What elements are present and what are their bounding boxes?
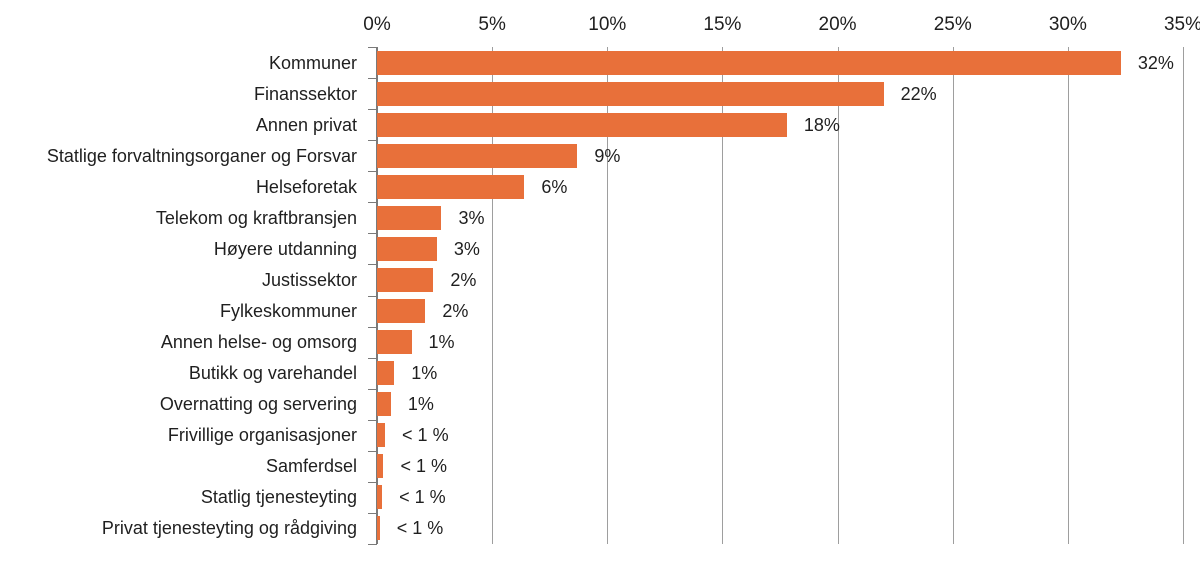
- value-label: < 1 %: [399, 487, 446, 508]
- bar: [377, 423, 386, 448]
- gridline: [1067, 47, 1069, 544]
- category-label: Overnatting og servering: [159, 394, 357, 415]
- gridline: [722, 47, 724, 544]
- value-label: 3%: [453, 238, 480, 259]
- y-axis-tick: [368, 296, 377, 297]
- value-label: 2%: [442, 301, 469, 322]
- category-label: Helseforetak: [255, 176, 357, 197]
- category-label: Fylkeskommuner: [219, 301, 357, 322]
- category-label: Telekom og kraftbransjen: [155, 207, 357, 228]
- bar: [377, 267, 434, 292]
- y-axis-tick: [368, 420, 377, 421]
- category-label: Privat tjenesteyting og rådgiving: [101, 518, 357, 539]
- category-label: Samferdsel: [265, 456, 357, 477]
- bar: [377, 485, 383, 510]
- x-axis-tick-label: 30%: [1048, 14, 1087, 35]
- gridline: [492, 47, 494, 544]
- bar: [377, 81, 884, 106]
- bar: [377, 330, 412, 355]
- y-axis-tick: [368, 389, 377, 390]
- gridline: [952, 47, 954, 544]
- value-label: < 1 %: [402, 425, 449, 446]
- value-label: 2%: [450, 269, 477, 290]
- y-axis-tick: [368, 358, 377, 359]
- value-label: 3%: [458, 207, 485, 228]
- value-label: 1%: [428, 332, 455, 353]
- category-label: Finanssektor: [253, 83, 357, 104]
- x-axis-tick-label: 0%: [363, 14, 391, 35]
- y-axis-tick: [368, 264, 377, 265]
- y-axis-tick: [368, 47, 377, 48]
- y-axis-tick: [368, 109, 377, 110]
- category-label: Annen helse- og omsorg: [160, 332, 357, 353]
- bar: [377, 516, 380, 541]
- value-label: 1%: [411, 363, 438, 384]
- y-axis-tick: [368, 202, 377, 203]
- value-label: < 1 %: [400, 456, 447, 477]
- bar: [377, 392, 391, 417]
- y-axis-tick: [368, 233, 377, 234]
- value-label: 1%: [407, 394, 434, 415]
- bar: [377, 50, 1121, 75]
- category-label: Kommuner: [268, 52, 357, 73]
- x-axis-tick-label: 35%: [1163, 14, 1200, 35]
- value-label: 6%: [541, 176, 568, 197]
- x-axis-tick-label: 5%: [478, 14, 506, 35]
- value-label: 22%: [900, 83, 937, 104]
- x-axis-tick-label: 15%: [703, 14, 742, 35]
- bar: [377, 174, 525, 199]
- value-label: 18%: [803, 114, 840, 135]
- category-label: Høyere utdanning: [213, 238, 357, 259]
- y-axis-tick: [368, 513, 377, 514]
- y-axis-tick: [368, 327, 377, 328]
- x-axis-tick-label: 20%: [818, 14, 857, 35]
- y-axis-tick: [368, 171, 377, 172]
- category-label: Statlig tjenesteyting: [200, 487, 357, 508]
- y-axis-line: [376, 47, 378, 544]
- category-label: Justissektor: [261, 269, 357, 290]
- category-label: Annen privat: [255, 114, 357, 135]
- value-label: 32%: [1137, 52, 1174, 73]
- bar: [377, 143, 578, 168]
- y-axis-tick: [368, 482, 377, 483]
- y-axis-tick: [368, 78, 377, 79]
- y-axis-tick: [368, 544, 377, 545]
- x-axis-tick-label: 10%: [588, 14, 627, 35]
- category-label: Butikk og varehandel: [188, 363, 357, 384]
- gridline: [1183, 47, 1184, 544]
- x-axis-tick-label: 25%: [933, 14, 972, 35]
- bar: [377, 299, 426, 324]
- bar: [377, 205, 442, 230]
- y-axis-tick: [368, 140, 377, 141]
- gridline: [607, 47, 609, 544]
- bar: [377, 361, 395, 386]
- y-axis-tick: [368, 451, 377, 452]
- category-label: Statlige forvaltningsorganer og Forsvar: [46, 145, 357, 166]
- bar: [377, 454, 384, 479]
- category-label: Frivillige organisasjoner: [167, 425, 357, 446]
- bar: [377, 236, 437, 261]
- value-label: < 1 %: [396, 518, 444, 539]
- bar: [377, 112, 787, 137]
- value-label: 9%: [594, 145, 621, 166]
- gridline: [837, 47, 839, 544]
